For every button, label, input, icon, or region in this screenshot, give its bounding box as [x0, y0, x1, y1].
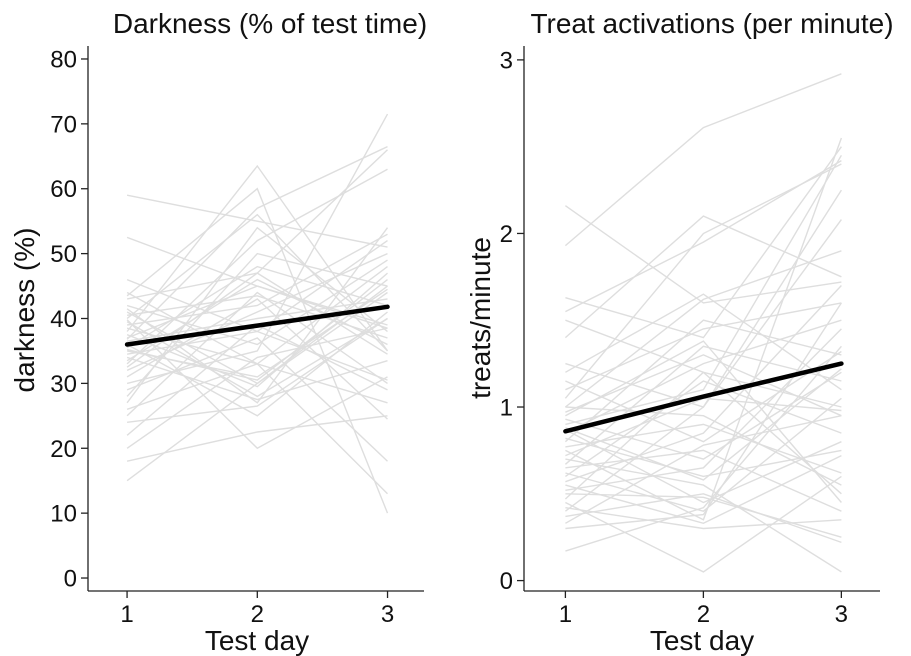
- treats-x-axis-label: Test day: [650, 625, 754, 656]
- treats-mean-line: [563, 361, 844, 434]
- darkness-y-axis-label: darkness (%): [9, 228, 40, 393]
- darkness-y-tick-label: 50: [50, 241, 77, 268]
- darkness-individual-line-35: [126, 415, 388, 462]
- darkness-individual-line-8: [126, 295, 388, 339]
- darkness-individual-line-37: [126, 187, 389, 514]
- treats-panel-title: Treat activations (per minute): [530, 8, 893, 39]
- treats-individual-line-35: [564, 219, 842, 512]
- treats-x-tick-label: 1: [559, 601, 572, 628]
- darkness-individual-line-21: [126, 356, 388, 401]
- treats-individual-line-14: [565, 371, 842, 460]
- treats-individual-line-6: [564, 215, 842, 339]
- treats-individual-line-39: [565, 345, 842, 552]
- darkness-x-ticks: 1 2 3: [120, 591, 394, 628]
- treats-y-tick-label: 2: [500, 221, 513, 248]
- treats-y-axis-label: treats/minute: [465, 237, 496, 399]
- darkness-panel: Darkness (% of test time) 0 10 20 30 40 50 60 7…: [9, 8, 427, 656]
- treats-individual-line-34: [565, 507, 842, 530]
- darkness-x-tick-label: 2: [251, 601, 264, 628]
- darkness-individual-line-11: [126, 233, 388, 326]
- treats-individual-line-26: [565, 397, 842, 512]
- darkness-individual-line-17: [126, 311, 388, 417]
- treats-individual-lines: [564, 73, 843, 573]
- darkness-y-tick-label: 40: [50, 306, 77, 333]
- darkness-y-ticks: 0 10 20 30 40 50 60 70 80: [50, 46, 88, 593]
- treats-individual-line-36: [565, 493, 842, 544]
- treats-individual-line-31: [565, 493, 842, 538]
- darkness-individual-line-28: [126, 252, 388, 397]
- treats-individual-line-24: [564, 345, 842, 465]
- darkness-panel-title: Darkness (% of test time): [113, 8, 427, 39]
- darkness-individual-line-27: [126, 337, 388, 462]
- darkness-individual-line-38: [126, 319, 388, 450]
- treats-individual-line-1: [564, 205, 842, 304]
- darkness-mean-line: [124, 304, 390, 347]
- treats-individual-line-41: [565, 368, 842, 481]
- treats-individual-line-29: [565, 454, 842, 525]
- darkness-individual-line-32: [127, 317, 388, 423]
- darkness-individual-line-30: [126, 363, 388, 495]
- treats-individual-line-19: [564, 319, 842, 443]
- treats-individual-line-40: [564, 250, 842, 408]
- darkness-y-tick-label: 0: [64, 566, 77, 593]
- darkness-y-tick-label: 80: [50, 46, 77, 73]
- darkness-individual-line-29: [126, 226, 388, 404]
- darkness-individual-line-1: [126, 194, 388, 248]
- darkness-individual-line-13: [126, 164, 389, 352]
- treats-individual-line-21: [565, 137, 843, 521]
- darkness-individual-line-20: [126, 240, 388, 355]
- treats-individual-line-8: [565, 293, 842, 391]
- darkness-y-tick-label: 70: [50, 111, 77, 138]
- darkness-individual-line-36: [126, 291, 388, 482]
- treats-individual-line-37: [565, 415, 842, 524]
- darkness-x-tick-label: 1: [120, 601, 133, 628]
- treats-individual-line-20: [565, 423, 842, 474]
- treats-individual-line-10: [565, 302, 842, 391]
- treats-individual-line-25: [565, 449, 842, 512]
- darkness-y-tick-label: 30: [50, 371, 77, 398]
- treats-individual-line-33: [565, 475, 842, 573]
- treats-individual-line-13: [565, 354, 842, 417]
- treats-y-ticks: 0 1 2 3: [500, 47, 524, 595]
- darkness-x-axis-label: Test day: [205, 625, 309, 656]
- darkness-y-tick-label: 60: [50, 176, 77, 203]
- darkness-x-tick-label: 3: [381, 601, 394, 628]
- treats-x-ticks: 1 2 3: [559, 591, 848, 628]
- treats-x-tick-label: 3: [835, 601, 848, 628]
- treats-individual-line-11: [564, 163, 842, 399]
- treats-individual-line-23: [565, 458, 842, 573]
- treats-individual-line-42: [565, 340, 842, 503]
- treats-individual-line-16: [565, 428, 842, 504]
- darkness-individual-line-25: [126, 298, 388, 420]
- treats-individual-line-3: [565, 146, 842, 339]
- darkness-y-tick-label: 20: [50, 436, 77, 463]
- treats-mean-layer: [563, 361, 844, 434]
- darkness-individual-line-42: [126, 272, 388, 368]
- darkness-individual-line-40: [126, 145, 388, 340]
- darkness-individual-line-34: [126, 327, 388, 449]
- treats-y-tick-label: 3: [500, 47, 513, 74]
- treats-x-tick-label: 2: [697, 601, 710, 628]
- treats-individual-line-32: [564, 371, 842, 500]
- treats-individual-line-28: [565, 285, 842, 483]
- treats-y-tick-label: 1: [500, 395, 513, 422]
- treats-individual-line-2: [564, 73, 842, 247]
- darkness-individual-line-31: [126, 291, 388, 417]
- darkness-individual-line-18: [126, 265, 388, 349]
- treats-individual-line-18: [565, 437, 842, 478]
- treats-individual-line-15: [565, 154, 843, 426]
- darkness-mean-layer: [124, 304, 390, 347]
- treats-y-tick-label: 0: [500, 568, 513, 595]
- darkness-y-tick-label: 10: [50, 501, 77, 528]
